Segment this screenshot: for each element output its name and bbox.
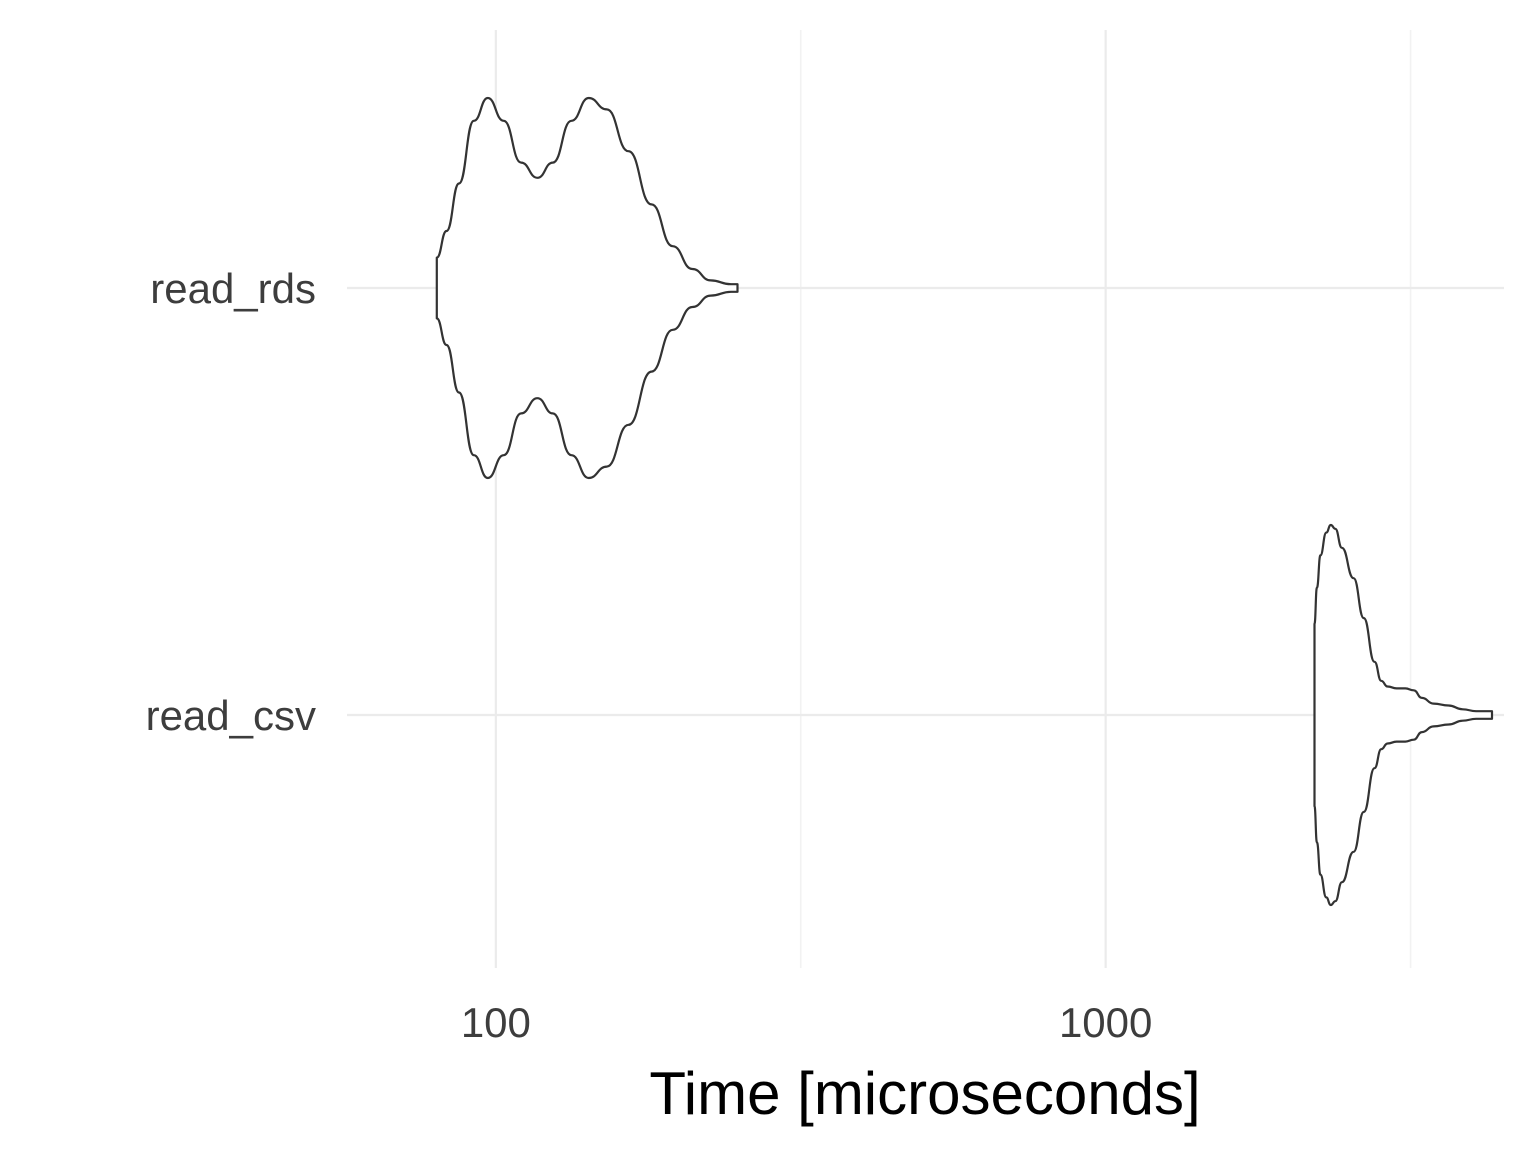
violin-read-rds: [435, 96, 739, 480]
y-tick-label: read_rds: [150, 265, 316, 312]
violins: [435, 96, 1494, 907]
violin-read-csv: [1313, 523, 1494, 907]
y-tick-labels: read_rds read_csv: [146, 265, 316, 739]
x-tick-label: 100: [461, 999, 531, 1046]
x-tick-labels: 100 1000: [461, 999, 1153, 1046]
x-tick-label: 1000: [1059, 999, 1152, 1046]
y-tick-label: read_csv: [146, 692, 316, 739]
x-axis-title: Time [microseconds]: [649, 1060, 1200, 1127]
